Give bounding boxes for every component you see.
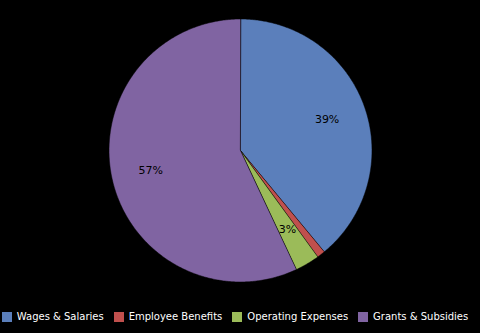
html-text:Wages & Salaries: Wages & Salaries <box>16 311 104 322</box>
svg-text:39%: 39% <box>315 113 339 126</box>
html-text:Employee Benefits: Employee Benefits <box>128 311 223 322</box>
svg-text:3%: 3% <box>279 223 296 236</box>
html-text:Grants & Subsidies: Grants & Subsidies <box>373 311 469 322</box>
svg-text:57%: 57% <box>138 164 162 177</box>
html-text:Operating Expenses: Operating Expenses <box>247 311 349 322</box>
